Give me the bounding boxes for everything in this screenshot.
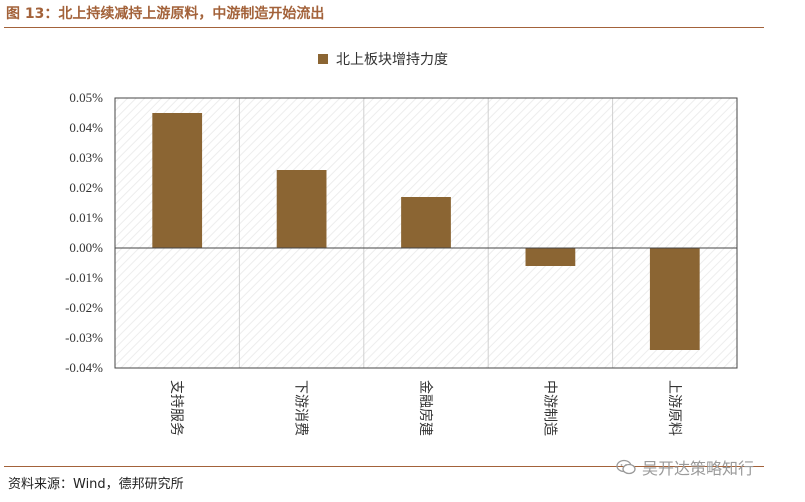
bar-5 bbox=[649, 248, 700, 350]
y-tick-label: 0.00% bbox=[69, 240, 103, 255]
legend: 北上板块增持力度 bbox=[318, 52, 448, 68]
legend-label: 北上板块增持力度 bbox=[336, 52, 448, 68]
watermark-text: 吴开达策略知行 bbox=[642, 459, 755, 478]
footer-divider bbox=[4, 466, 764, 467]
bar-chart: 0.05% 0.04% 0.03% 0.02% 0.01% 0.00% -0.01% -0.0… bbox=[65, 52, 738, 436]
category-label: 中游制造 bbox=[541, 380, 557, 436]
source-note: 资料来源：Wind，德邦研究所 bbox=[8, 477, 184, 492]
y-tick-label: -0.01% bbox=[65, 270, 103, 285]
y-tick-label: -0.02% bbox=[65, 300, 103, 315]
wechat-icon bbox=[616, 459, 636, 475]
bar-3 bbox=[401, 197, 451, 248]
figure-title: 图 13：北上持续减持上游原料，中游制造开始流出 bbox=[6, 6, 325, 22]
y-tick-label: 0.01% bbox=[69, 210, 103, 225]
y-tick-label: 0.05% bbox=[69, 90, 103, 105]
y-tick-label: -0.03% bbox=[65, 330, 103, 345]
bar-4 bbox=[525, 248, 576, 266]
category-label: 上游原料 bbox=[666, 380, 682, 436]
y-tick-label: 0.03% bbox=[69, 150, 103, 165]
category-label: 金融房建 bbox=[417, 380, 433, 436]
y-tick-label: -0.04% bbox=[65, 360, 103, 375]
y-tick-label: 0.04% bbox=[69, 120, 103, 135]
plot-area-border bbox=[114, 97, 738, 369]
title-divider bbox=[4, 27, 764, 28]
watermark: 吴开达策略知行 bbox=[616, 455, 754, 479]
y-tick-label: 0.02% bbox=[69, 180, 103, 195]
bar-1 bbox=[152, 113, 203, 248]
legend-swatch bbox=[318, 54, 328, 64]
category-label: 下游消费 bbox=[293, 380, 309, 436]
category-label: 支持服务 bbox=[168, 380, 184, 436]
bar-2 bbox=[276, 170, 327, 248]
